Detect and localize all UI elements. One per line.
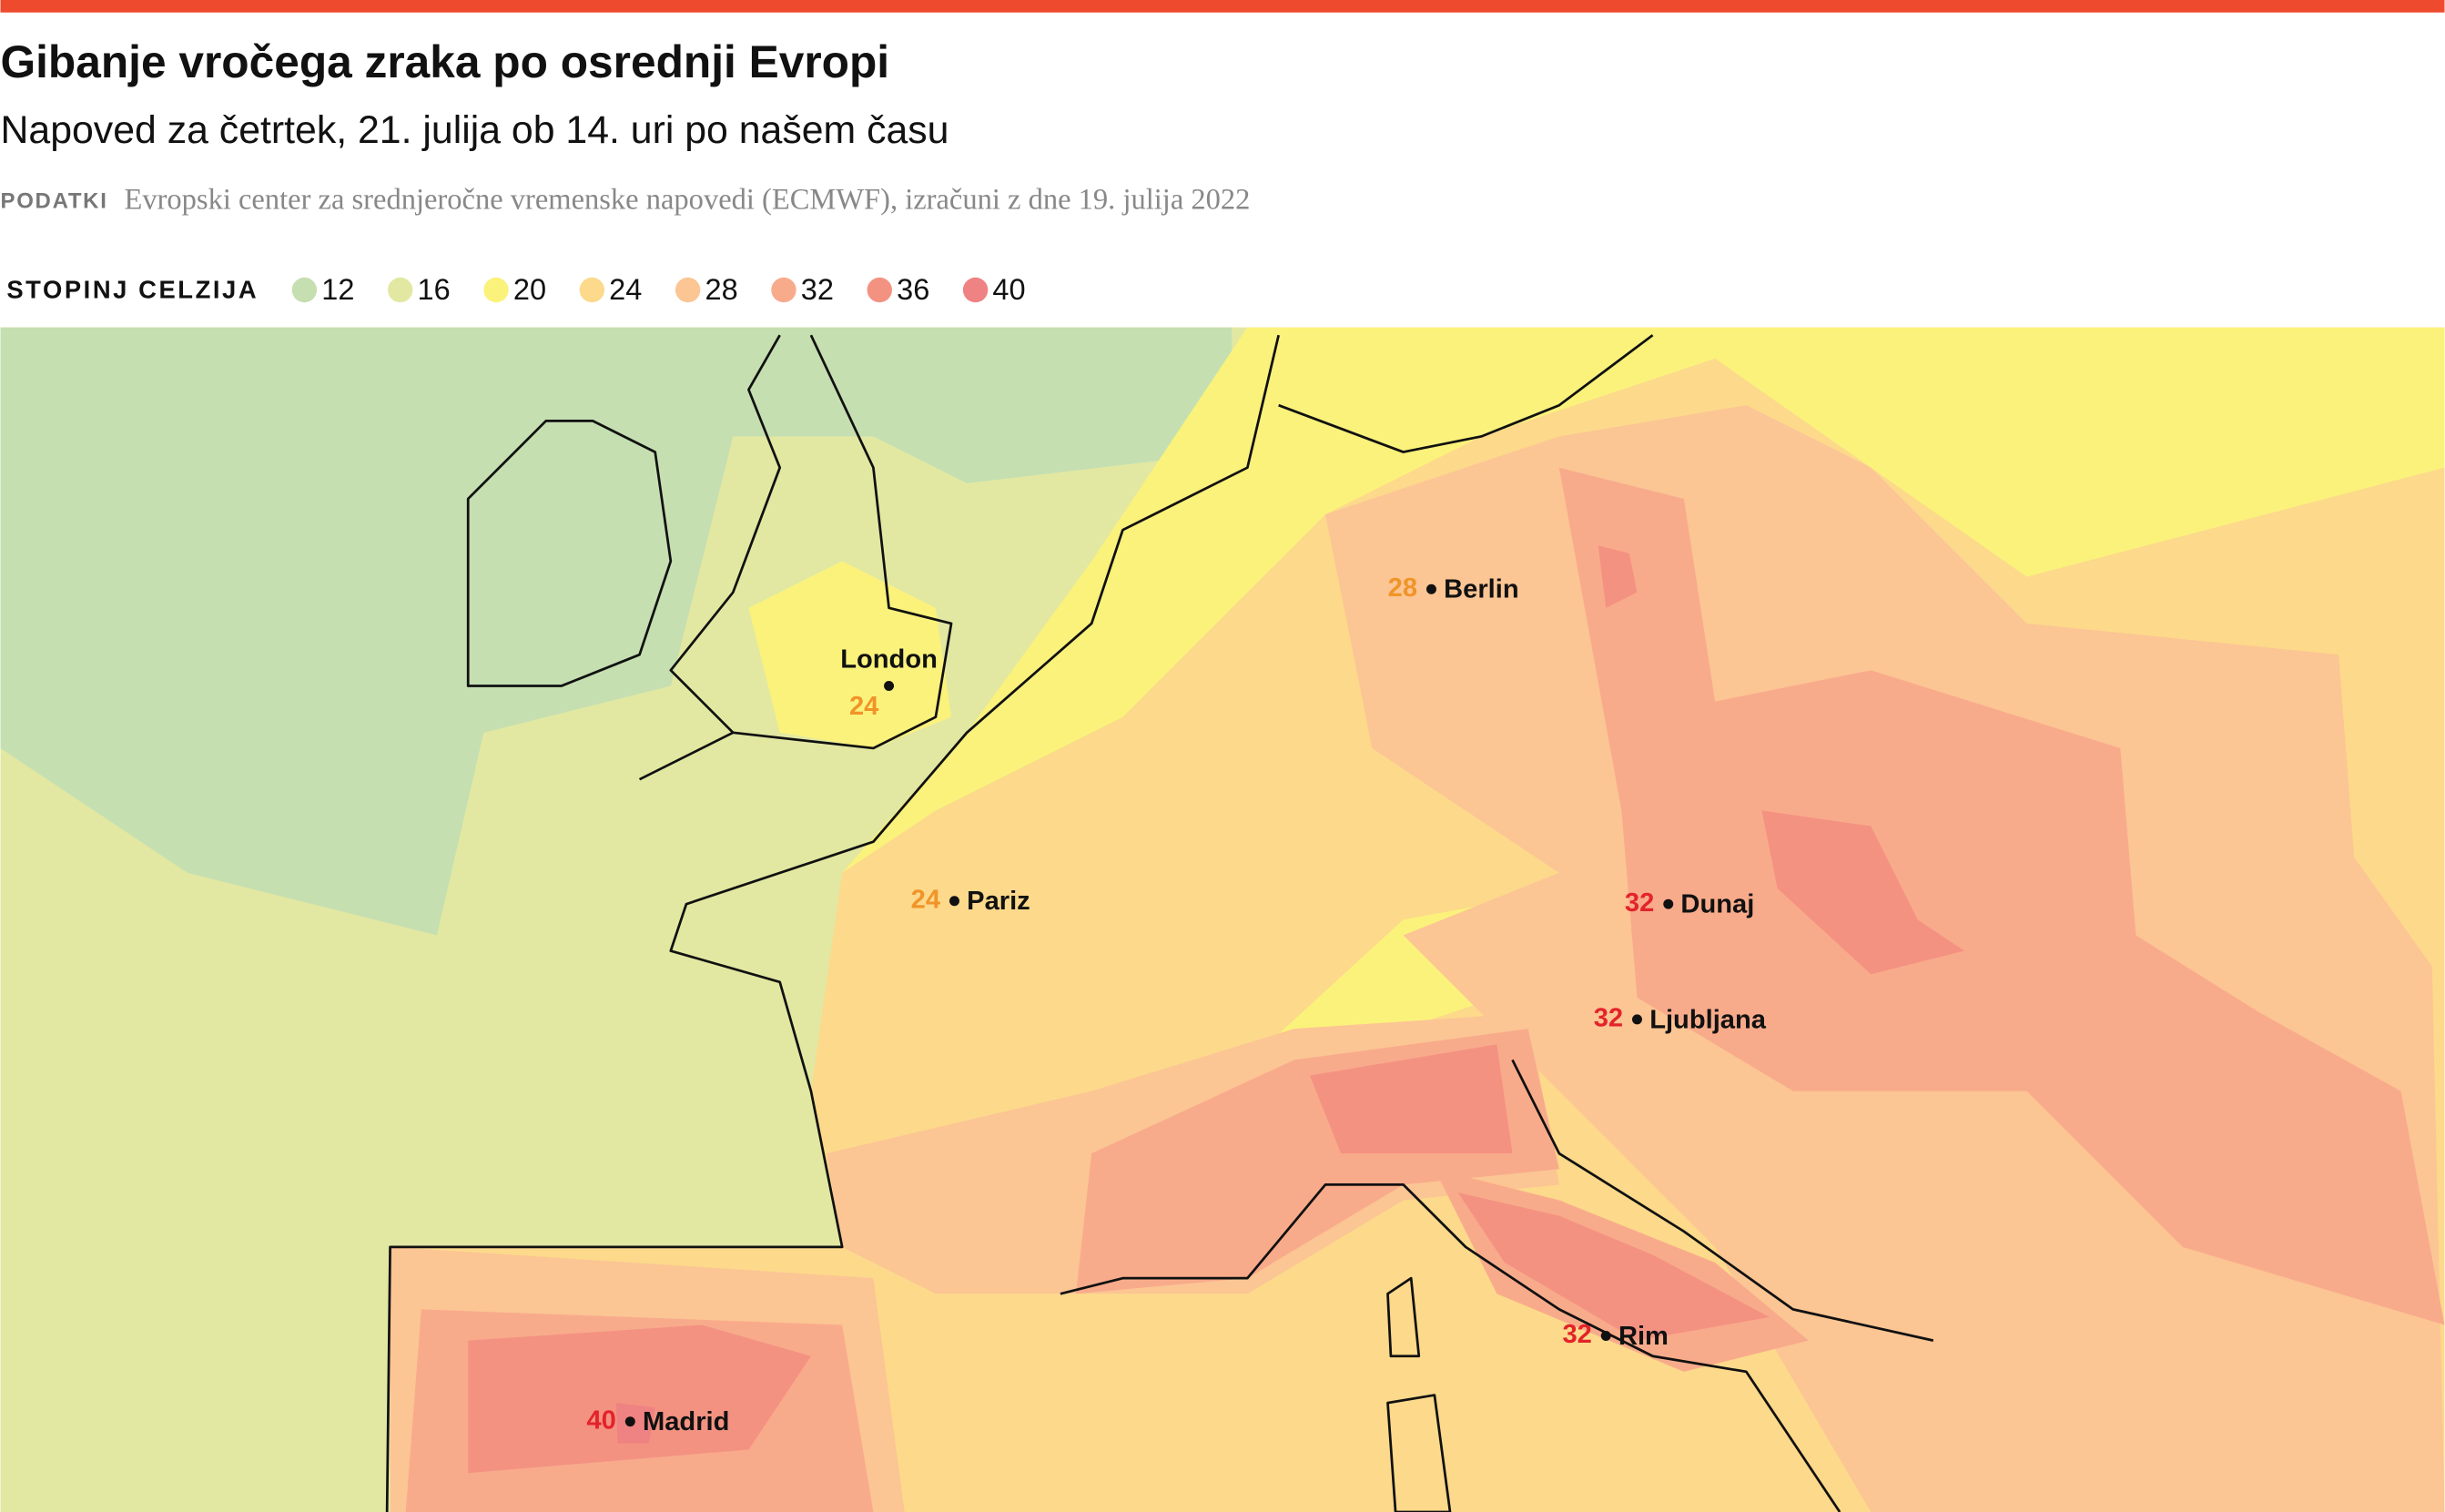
- legend-swatch: [771, 277, 796, 303]
- region-36: [1309, 1044, 1513, 1154]
- city-temp: 32: [1562, 1320, 1591, 1349]
- region-36: [1457, 1192, 1770, 1341]
- region-36: [1598, 545, 1638, 608]
- city-temp: 24: [849, 692, 879, 721]
- city-temp: 28: [1388, 573, 1417, 603]
- coastline: [385, 334, 1280, 1512]
- legend-swatch: [579, 277, 605, 303]
- legend-value: 20: [513, 273, 546, 306]
- city-temp: 40: [586, 1405, 615, 1435]
- source-label: PODATKI: [1, 189, 108, 214]
- region-20: [842, 327, 2445, 873]
- city-name: Dunaj: [1680, 890, 1754, 919]
- city-name: Rim: [1618, 1322, 1669, 1351]
- city-dot: [1663, 898, 1674, 909]
- legend-swatch: [962, 277, 989, 303]
- region-12: [0, 327, 1233, 936]
- region-20: [748, 561, 952, 748]
- coastline: [1278, 334, 1654, 453]
- legend-value: 24: [609, 273, 642, 306]
- city-dot: [884, 680, 895, 691]
- legend: 12 16 20 24 28 32 36 40: [291, 273, 1026, 306]
- region-40: [615, 1403, 655, 1444]
- source: PODATKI Evropski center za srednjeročne …: [1, 184, 1251, 217]
- legend-value: 32: [801, 273, 834, 306]
- city-dot: [1632, 1014, 1642, 1025]
- coastline: [466, 419, 673, 687]
- cities: Berlin 28 London 24 Pariz 24 Dunaj 32 Ljubljana 3…: [586, 573, 1766, 1436]
- coastline: [1386, 1276, 1452, 1512]
- legend-swatch: [483, 277, 509, 303]
- region-32: [1558, 467, 2445, 1325]
- subtitle: Napoved za četrtek, 21. julija ob 14. ur…: [1, 108, 949, 152]
- city-temp: 32: [1625, 888, 1654, 918]
- coastline: [1511, 1059, 1934, 1342]
- legend-swatch: [675, 277, 701, 303]
- legend-value: 28: [705, 273, 737, 306]
- city-temp: 32: [1594, 1004, 1623, 1033]
- legend-title: STOPINJ CELZIJA: [6, 275, 259, 303]
- map: Berlin 28 London 24 Pariz 24 Dunaj 32 Ljubljana 3…: [0, 327, 2445, 1512]
- city-name: Ljubljana: [1649, 1005, 1767, 1034]
- city-name: Berlin: [1444, 575, 1519, 604]
- legend-value: 36: [897, 273, 929, 306]
- city-dot: [1425, 583, 1436, 594]
- coastline: [1060, 1183, 1841, 1512]
- city-temp: 24: [911, 885, 941, 914]
- region-36: [468, 1324, 811, 1474]
- city-name: London: [840, 645, 938, 675]
- city-name: Madrid: [643, 1407, 729, 1436]
- legend-swatch: [867, 277, 892, 303]
- legend-value: 40: [992, 273, 1025, 306]
- region-36: [1761, 810, 1965, 975]
- legend-value: 16: [418, 273, 451, 306]
- city-dot: [949, 896, 959, 907]
- legend-swatch: [291, 277, 318, 303]
- legend-swatch: [388, 277, 413, 303]
- city-dot: [1600, 1331, 1611, 1341]
- legend-value: 12: [321, 273, 354, 306]
- title: Gibanje vročega zraka po osrednji Evropi: [1, 36, 890, 87]
- city-name: Pariz: [967, 887, 1030, 916]
- city-dot: [624, 1416, 635, 1427]
- source-text: Evropski center za srednjeročne vremensk…: [124, 184, 1250, 217]
- top-bar: [0, 0, 2445, 13]
- coastline: [638, 334, 953, 781]
